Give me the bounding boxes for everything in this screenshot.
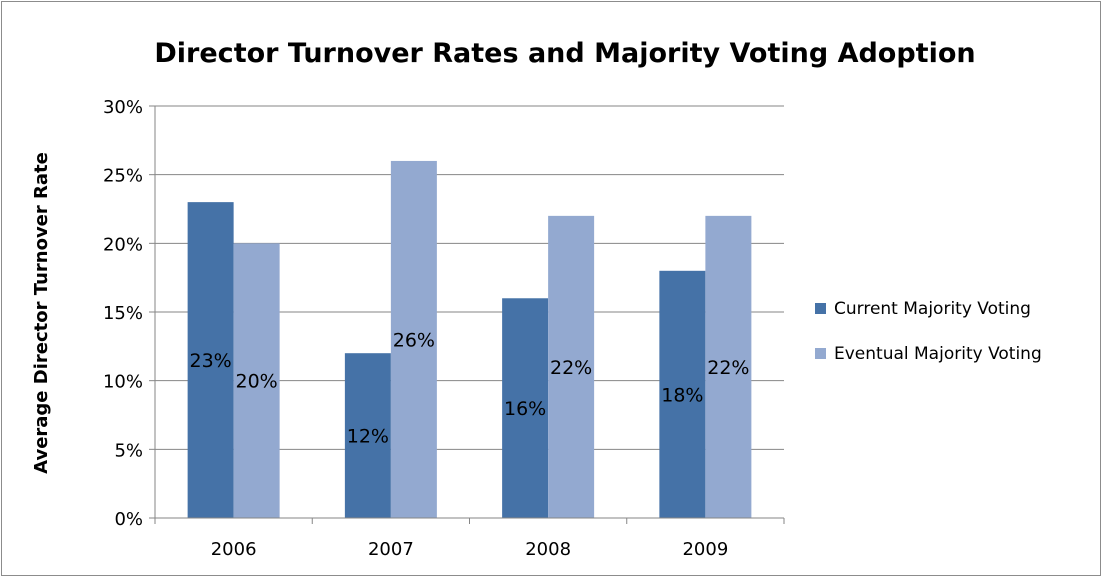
- legend-label: Eventual Majority Voting: [834, 344, 1042, 364]
- data-label: 26%: [393, 329, 435, 351]
- bar-current-2006: [187, 202, 234, 518]
- data-label: 22%: [707, 357, 749, 379]
- bar-eventual-2007: [390, 160, 437, 518]
- bar-eventual-2008: [548, 215, 595, 518]
- data-label: 16%: [504, 398, 546, 420]
- chart-title: Director Turnover Rates and Majority Vot…: [154, 38, 975, 69]
- legend-swatch: [815, 303, 826, 314]
- bar-eventual-2009: [705, 215, 752, 518]
- y-tick-label: 20%: [103, 234, 143, 255]
- data-label: 12%: [347, 426, 389, 448]
- x-tick-label: 2006: [211, 539, 257, 560]
- bars: [187, 160, 752, 519]
- y-tick-label: 30%: [103, 97, 143, 118]
- legend: Current Majority Voting Eventual Majority…: [815, 299, 1042, 364]
- data-label: 23%: [190, 350, 232, 372]
- axes: 0% 5% 10% 15% 20% 25% 30% 2006 2007 2008 2009: [103, 97, 785, 560]
- y-tick-label: 10%: [103, 372, 143, 393]
- y-tick-label: 15%: [103, 303, 143, 324]
- bar-current-2009: [659, 270, 706, 518]
- x-tick-label: 2009: [682, 539, 728, 560]
- x-tick-label: 2007: [368, 539, 414, 560]
- legend-swatch: [815, 348, 826, 359]
- y-tick-label: 5%: [114, 440, 143, 461]
- y-tick-label: 25%: [103, 166, 143, 187]
- data-labels: 23%20%12%26%16%22%18%22%: [190, 329, 750, 447]
- y-axis-label: Average Director Turnover Rate: [31, 152, 52, 474]
- x-tick-label: 2008: [525, 539, 571, 560]
- data-label: 20%: [236, 371, 278, 393]
- y-tick-label: 0%: [114, 509, 143, 530]
- legend-label: Current Majority Voting: [834, 299, 1031, 319]
- bar-eventual-2006: [233, 243, 280, 519]
- bar-current-2007: [344, 353, 391, 518]
- bar-current-2008: [502, 298, 549, 518]
- data-label: 18%: [661, 384, 703, 406]
- data-label: 22%: [550, 357, 592, 379]
